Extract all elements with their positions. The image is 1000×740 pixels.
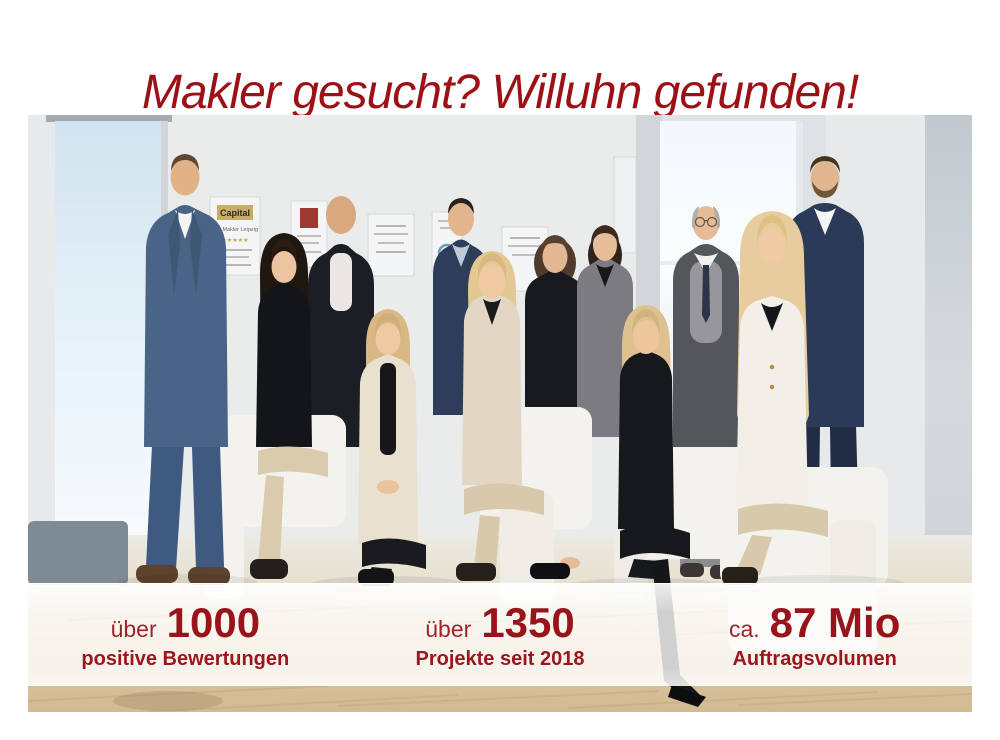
stat-prefix: über	[110, 616, 157, 642]
stat-label: Auftragsvolumen	[732, 648, 897, 670]
stat-value: 1350	[481, 599, 575, 646]
headline: Makler gesucht? Willuhn gefunden!	[141, 66, 859, 120]
team-member-6-woman-beige	[456, 251, 544, 581]
certificate-3	[367, 213, 415, 277]
stat-projekte: über 1350 Projekte seit 2018	[343, 599, 658, 671]
team-member-8-woman-tweed	[577, 225, 633, 437]
stat-bewertungen: über 1000 positive Bewertungen	[28, 599, 343, 671]
certificate-6	[613, 156, 637, 254]
team-member-2-woman-darkhair	[250, 233, 328, 579]
team-member-7-woman-curly	[525, 235, 585, 437]
stat-auftragsvolumen: ca. 87 Mio Auftragsvolumen	[657, 599, 972, 671]
capital-plaque-subtitle: Top Makler Leipzig	[212, 227, 258, 233]
team-member-3-bald-man	[308, 196, 374, 447]
capital-plaque-stars: ★★★★★	[222, 237, 249, 244]
stat-value: 87 Mio	[769, 599, 901, 646]
stat-prefix: über	[425, 616, 472, 642]
team-member-1-man-left	[136, 154, 230, 585]
team-member-10-woman-black	[530, 305, 706, 707]
team-member-11-woman-white-blazer	[722, 211, 828, 585]
capital-plaque-title: Capital	[220, 208, 250, 218]
stat-label: Projekte seit 2018	[415, 648, 585, 670]
stat-value: 1000	[166, 599, 261, 646]
team-member-4-woman-cream	[358, 309, 426, 586]
stat-prefix: ca.	[728, 616, 760, 642]
shadowed-corner	[28, 521, 128, 585]
team-photo: Capital Top Makler Leipzig ★★★★★	[28, 115, 972, 712]
stats-band: über 1000 positive Bewertungen über 1350…	[28, 583, 972, 686]
stat-label: positive Bewertungen	[81, 648, 290, 670]
